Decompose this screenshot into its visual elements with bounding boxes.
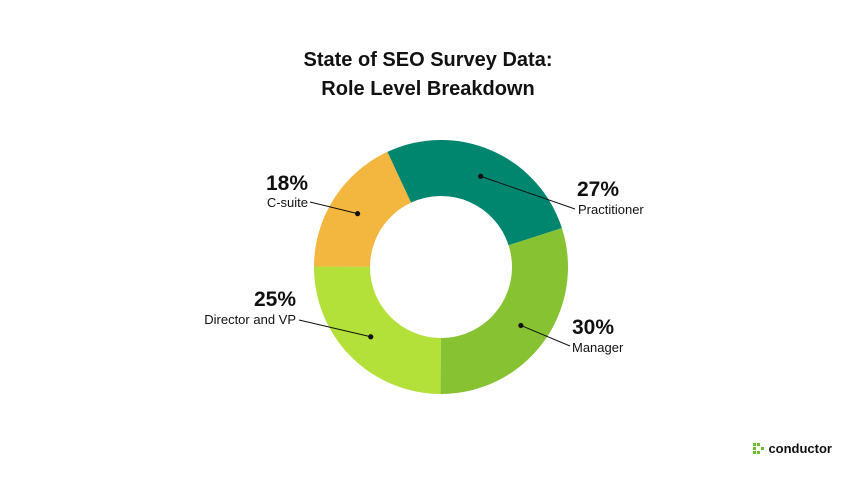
slice-manager <box>440 228 568 395</box>
conductor-logo-text: conductor <box>768 441 832 456</box>
chart-title-line-1: State of SEO Survey Data: <box>303 49 553 71</box>
slice-c-suite <box>314 151 411 267</box>
leader-dot-practitioner <box>478 173 484 179</box>
leader-dot-director-and-vp <box>368 334 374 340</box>
category-label-practitioner: Practitioner <box>578 202 644 217</box>
category-label-manager: Manager <box>572 340 624 355</box>
leader-line-practitioner <box>480 175 576 210</box>
chart-title: State of SEO Survey Data: Role Level Bre… <box>0 46 856 104</box>
chart-title-line-2: Role Level Breakdown <box>321 78 535 100</box>
data-label-c-suite: 18% <box>266 172 308 195</box>
leader-dot-c-suite <box>354 211 361 217</box>
leader-dot-manager <box>518 322 524 329</box>
slice-director-and-vp <box>314 266 441 394</box>
data-label-manager: 30% <box>572 316 614 339</box>
category-label-director-and-vp: Director and VP <box>204 312 296 327</box>
data-label-director-and-vp: 25% <box>254 288 296 311</box>
conductor-logo: conductor <box>753 441 832 456</box>
data-label-practitioner: 27% <box>577 178 619 201</box>
leader-line-manager <box>520 325 571 347</box>
slice-practitioner <box>387 140 562 246</box>
category-label-c-suite: C-suite <box>267 195 308 210</box>
conductor-logo-icon <box>753 443 765 454</box>
leader-line-director-and-vp <box>298 319 371 338</box>
leader-line-c-suite <box>309 201 358 215</box>
